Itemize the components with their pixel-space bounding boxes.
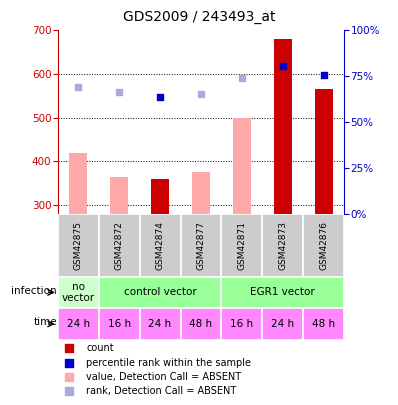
Text: 24 h: 24 h [148,319,172,329]
Text: control vector: control vector [124,288,197,297]
Bar [99,213,140,277]
Point [75,84,81,90]
Text: 16 h: 16 h [107,319,131,329]
Bar [303,308,344,340]
Text: GSM42875: GSM42875 [74,221,83,270]
Bar [140,213,181,277]
Text: infection: infection [11,286,57,296]
Point [198,91,204,97]
Text: 16 h: 16 h [230,319,254,329]
Text: rank, Detection Call = ABSENT: rank, Detection Call = ABSENT [86,386,237,396]
Text: 48 h: 48 h [189,319,213,329]
Point [66,374,72,380]
Text: count: count [86,343,114,353]
Text: value, Detection Call = ABSENT: value, Detection Call = ABSENT [86,372,242,382]
Text: GSM42877: GSM42877 [197,221,205,270]
Bar [262,308,303,340]
Bar [140,308,181,340]
Point [239,75,245,82]
Bar [58,213,99,277]
Bar [58,277,99,308]
Text: 24 h: 24 h [66,319,90,329]
Point [66,345,72,352]
Bar [151,179,169,213]
Bar [99,277,221,308]
Bar [99,308,140,340]
Bar [303,213,344,277]
Bar [274,39,292,213]
Bar [314,89,333,213]
Point [157,94,163,100]
Text: percentile rank within the sample: percentile rank within the sample [86,358,252,368]
Bar [181,213,221,277]
Bar [110,177,128,213]
Point [321,72,327,78]
Bar [262,213,303,277]
Bar [181,308,221,340]
Text: no
vector: no vector [62,281,95,303]
Text: time: time [33,317,57,327]
Bar [192,172,210,213]
Text: GSM42874: GSM42874 [156,221,164,270]
Bar [221,308,262,340]
Text: GSM42873: GSM42873 [278,221,287,270]
Point [116,89,122,96]
Bar [221,213,262,277]
Point [280,63,286,69]
Text: 24 h: 24 h [271,319,295,329]
Point [66,388,72,394]
Bar [221,277,344,308]
Text: GDS2009 / 243493_at: GDS2009 / 243493_at [123,10,275,24]
Text: EGR1 vector: EGR1 vector [250,288,315,297]
Text: GSM42871: GSM42871 [238,221,246,270]
Text: GSM42872: GSM42872 [115,221,124,270]
Bar [58,308,99,340]
Text: GSM42876: GSM42876 [319,221,328,270]
Bar [69,153,88,213]
Point [66,359,72,366]
Text: 48 h: 48 h [312,319,336,329]
Bar [233,117,251,213]
